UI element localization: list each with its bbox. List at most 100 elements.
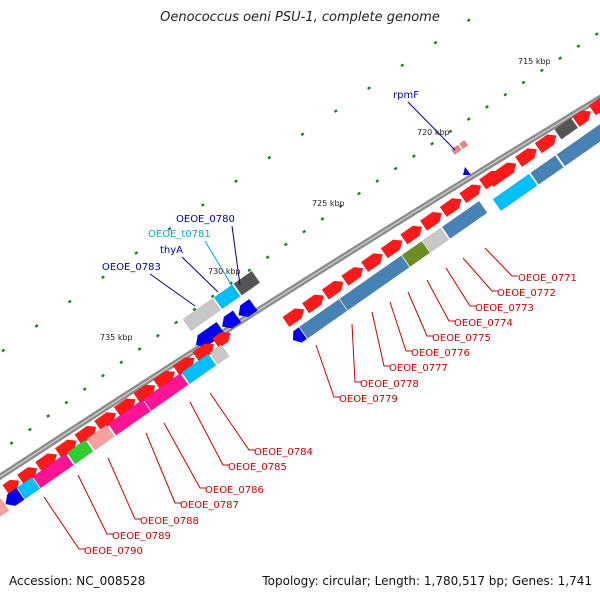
leader-line — [204, 240, 239, 297]
tick-mark — [265, 255, 270, 260]
gene-label: OEOE_0789 — [112, 531, 171, 542]
tick-mark — [27, 427, 32, 432]
tick-mark — [448, 129, 453, 134]
cds-block — [213, 284, 241, 310]
cds-block — [86, 424, 115, 451]
cds-block — [339, 255, 410, 311]
leader-line — [145, 432, 181, 504]
genome-backbone — [0, 94, 600, 481]
cds-block — [133, 384, 156, 404]
leader-line — [189, 401, 229, 466]
leader-line — [77, 474, 113, 535]
tick-mark — [300, 132, 305, 137]
cds-block — [588, 97, 600, 116]
cds-block — [572, 110, 592, 128]
cds-block — [292, 326, 308, 343]
accession-text: Accession: NC_008528 — [9, 574, 146, 588]
tick-mark — [247, 268, 252, 273]
tick-mark — [333, 109, 338, 113]
tick-mark — [411, 154, 416, 158]
tick-mark — [137, 347, 142, 351]
cds-block — [459, 139, 469, 150]
cds-block — [321, 280, 344, 300]
tick-mark — [466, 18, 471, 23]
leader-line — [407, 101, 456, 151]
cds-block — [554, 117, 579, 140]
kbp-label: 730 kbp — [208, 267, 241, 276]
gene-label: OEOE_0778 — [360, 379, 419, 390]
leader-line — [209, 392, 255, 451]
tick-mark — [594, 32, 599, 36]
gene-label: OEOE_0777 — [389, 363, 448, 374]
cds-block — [534, 134, 557, 154]
gene-label: OEOE_0779 — [339, 394, 398, 405]
tick-mark — [234, 179, 238, 184]
tick-mark — [46, 414, 51, 418]
tick-mark — [155, 333, 160, 338]
cds-block — [238, 298, 258, 318]
cds-block — [74, 425, 97, 445]
cds-block — [16, 466, 38, 486]
tick-mark — [558, 56, 563, 61]
kbp-labels: 715 kbp 720 kbp 725 kbp 730 kbp 735 kbp — [100, 57, 551, 342]
tick-mark — [210, 294, 215, 299]
gene-label: thyA — [160, 245, 183, 256]
tick-mark — [503, 92, 508, 97]
gene-label: OEOE_0785 — [228, 462, 287, 473]
backbone-highlight — [0, 97, 600, 478]
cds-block — [439, 198, 462, 218]
label-leader-lines — [43, 101, 518, 550]
tick-mark — [539, 68, 544, 73]
tick-mark — [134, 251, 139, 255]
cds-block — [34, 453, 58, 473]
gene-label: OEOE_0775 — [432, 333, 491, 344]
tick-mark — [320, 217, 325, 221]
gene-label: OEOE_0784 — [254, 447, 313, 458]
cds-block — [66, 439, 94, 465]
cds-block — [152, 370, 176, 390]
cds-block — [0, 498, 10, 517]
kbp-label: 715 kbp — [518, 57, 551, 66]
gene-label: OEOE_0790 — [84, 546, 143, 557]
cds-block — [16, 476, 41, 500]
leader-line — [181, 256, 219, 293]
gene-label: OEOE_0788 — [140, 516, 199, 527]
cds-block — [401, 240, 431, 268]
map-title: Oenococcus oeni PSU-1, complete genome — [160, 10, 440, 25]
tick-mark — [400, 63, 405, 68]
leader-line — [426, 279, 455, 322]
cds-block — [282, 308, 305, 328]
tick-mark — [302, 229, 307, 234]
leader-line — [462, 257, 498, 292]
kbp-label: 735 kbp — [100, 333, 133, 342]
cds-block — [142, 372, 189, 412]
cds-block — [299, 298, 348, 339]
cds-block — [2, 479, 20, 496]
tick-mark — [101, 373, 105, 378]
gene-label: OEOE_0773 — [475, 303, 534, 314]
gene-label: OEOE_t0781 — [148, 229, 211, 240]
tick-mark — [119, 360, 124, 365]
kbp-label: 725 kbp — [312, 199, 345, 208]
tick-mark — [433, 40, 438, 45]
cds-block — [113, 398, 136, 418]
gene-label: OEOE_0780 — [176, 214, 235, 225]
leader-line — [231, 225, 241, 286]
tick-mark — [466, 117, 471, 121]
cds-block — [400, 225, 423, 245]
leader-line — [315, 344, 340, 398]
gene-label: OEOE_0786 — [205, 485, 264, 496]
cds-block — [107, 399, 151, 436]
tick-mark — [67, 299, 72, 304]
cds-block — [211, 331, 231, 349]
tick-mark — [267, 155, 272, 160]
gene-label: rpmF — [393, 90, 419, 101]
tick-mark — [82, 387, 87, 391]
cds-block — [360, 253, 384, 273]
leader-line — [389, 301, 412, 352]
cds-block — [209, 344, 230, 365]
cds-block — [459, 184, 482, 204]
gene-label: OEOE_0774 — [454, 318, 513, 329]
tick-mark — [521, 80, 526, 85]
